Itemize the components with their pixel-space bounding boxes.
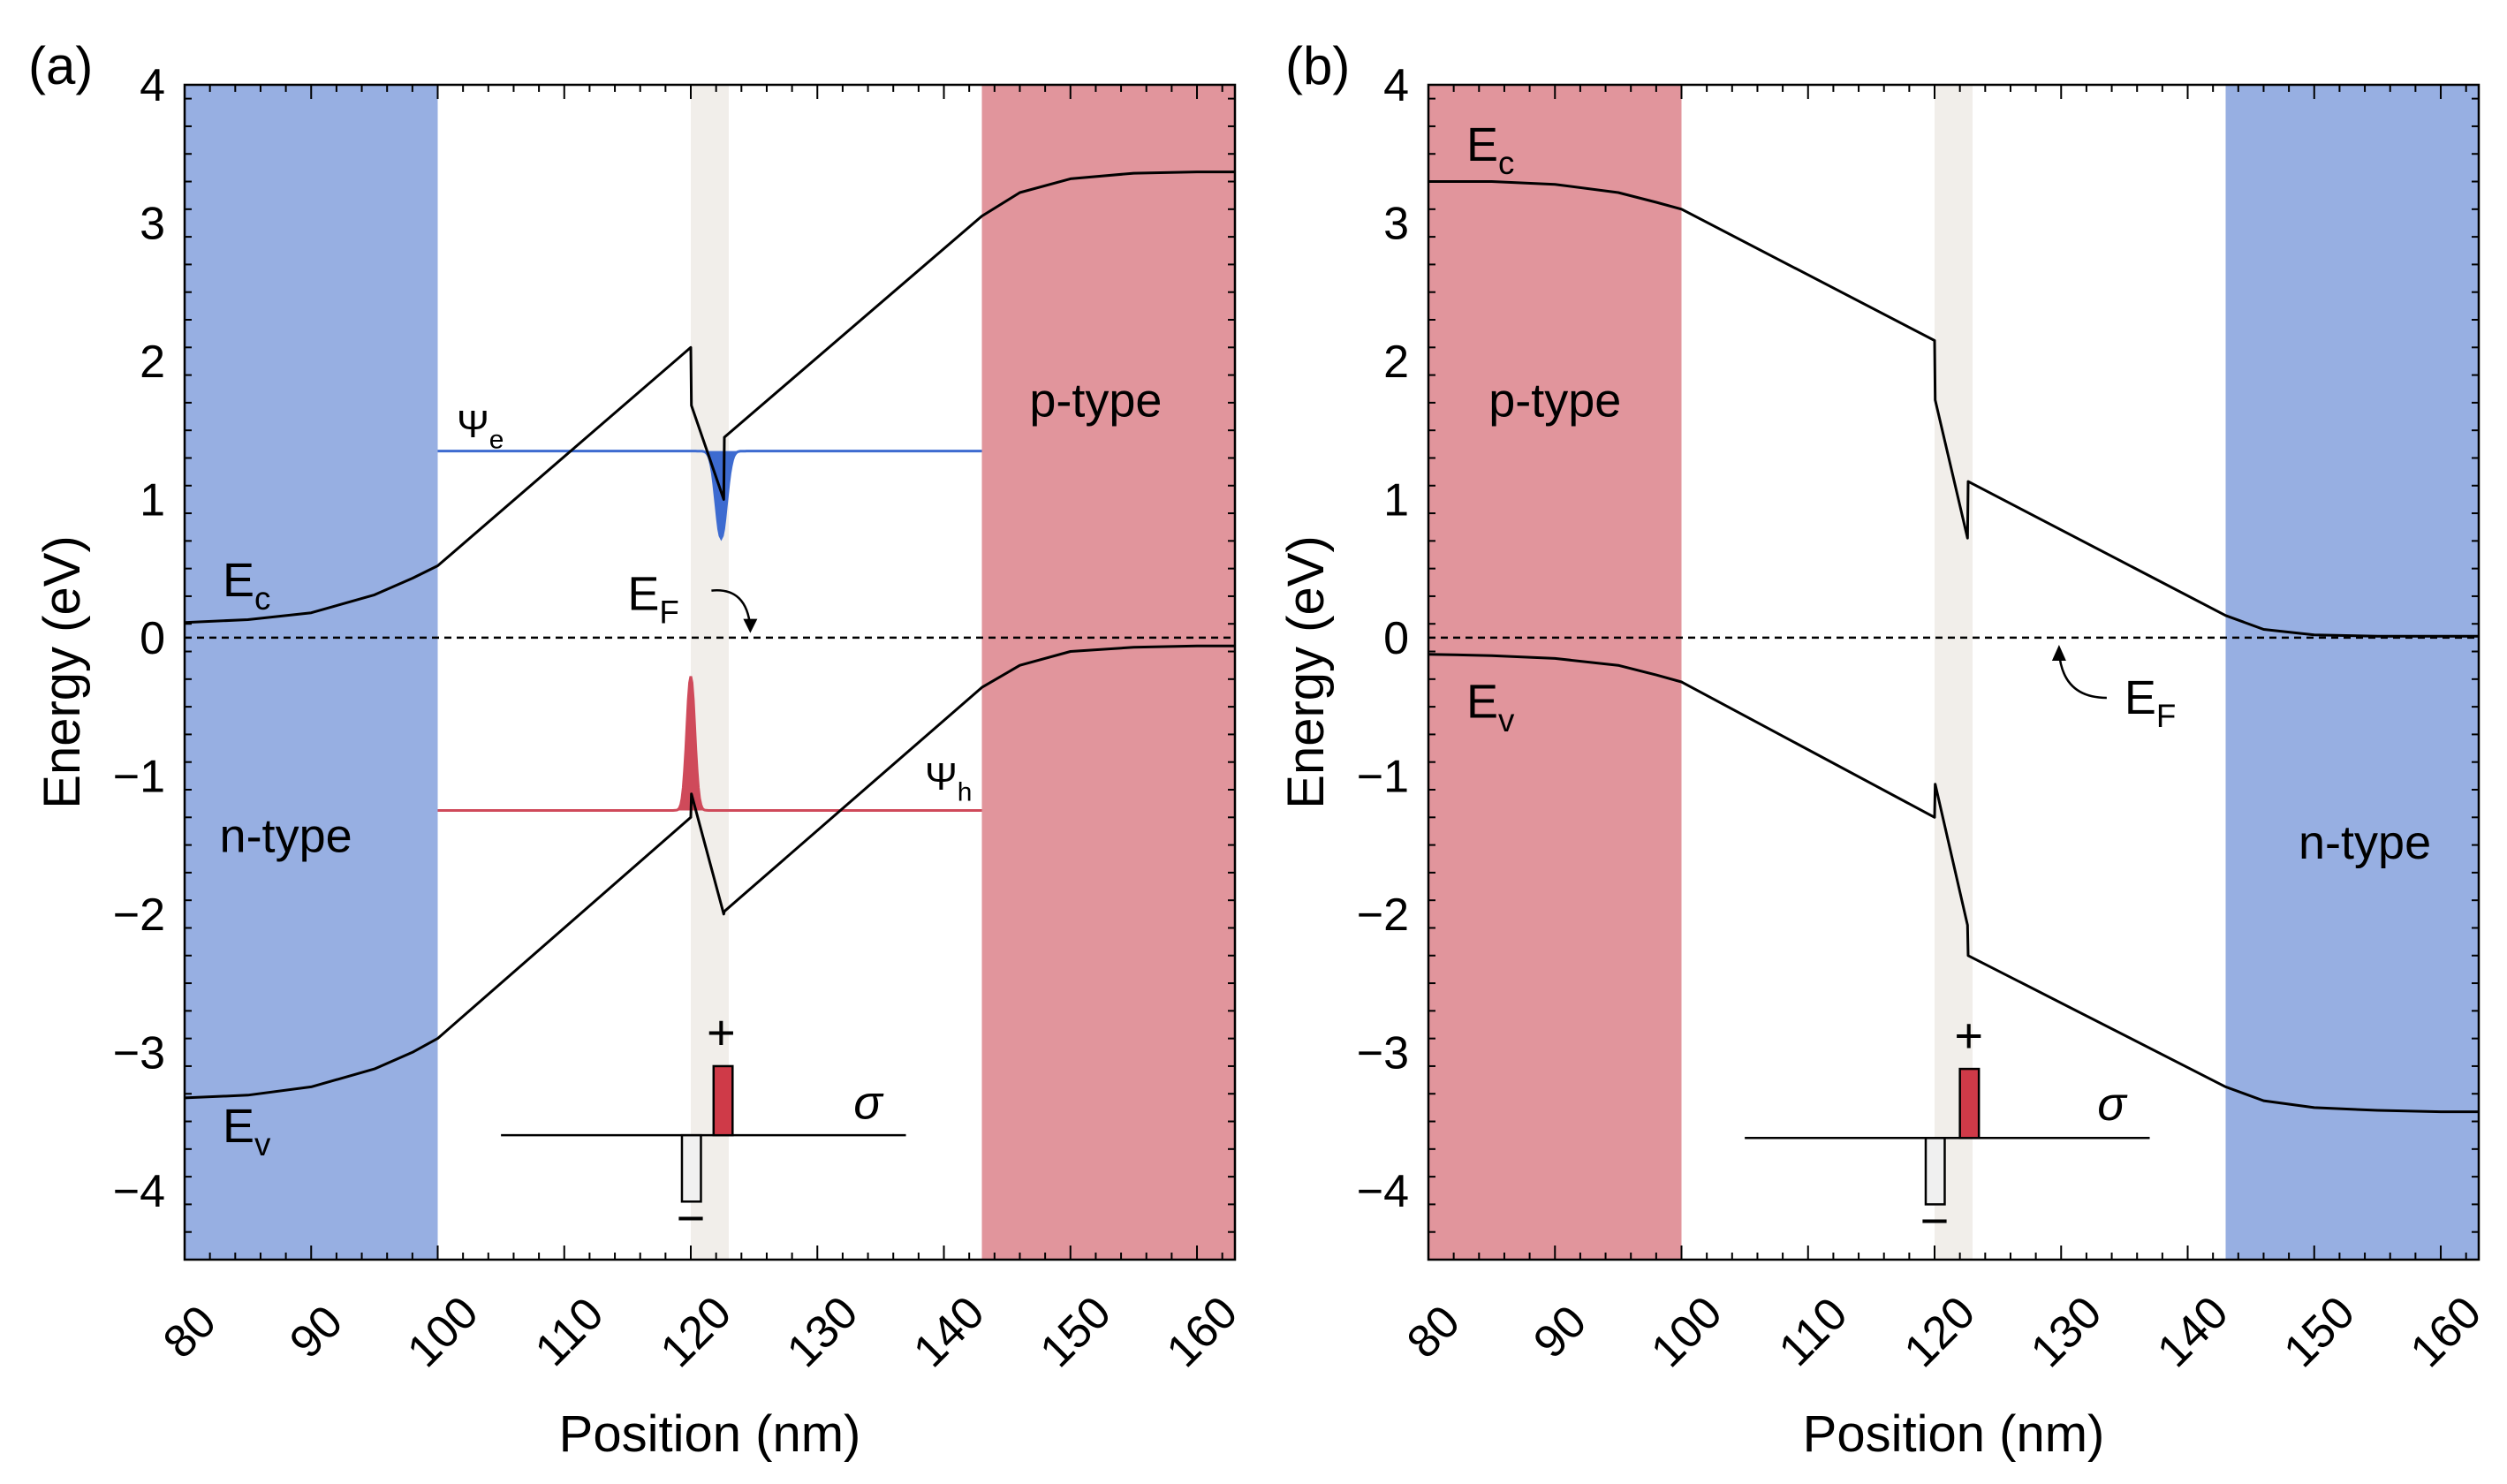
x-tick-label: 120: [1895, 1287, 1985, 1377]
y-tick-label: 3: [140, 198, 165, 249]
y-tick-label: −3: [1357, 1027, 1409, 1079]
x-tick-label: 90: [1524, 1296, 1596, 1368]
label-fermi-level: EF: [2125, 671, 2176, 734]
label-E_v: Ev: [223, 1100, 271, 1162]
negative-charge-bar: [680, 1133, 702, 1203]
label-psi_h: Ψh: [925, 755, 972, 806]
label-fermi-level: EF: [627, 568, 678, 631]
panel-label: (b): [1285, 36, 1350, 95]
region-n-type: [2225, 85, 2479, 1260]
wavefunction-psi_h-line: [437, 676, 982, 812]
region-interlayer: [691, 85, 729, 1260]
region-label-n-type: n-type: [2299, 816, 2431, 869]
x-tick-label: 130: [2021, 1287, 2111, 1377]
label-E_c: Ec: [223, 554, 270, 617]
y-tick-label: 3: [1383, 198, 1409, 249]
charge-inset: σ + −: [501, 1004, 906, 1246]
positive-charge-bar: [1958, 1067, 1981, 1140]
charge-inset: σ + −: [1745, 1007, 2150, 1248]
fermi-arrow-head-icon: [2051, 644, 2066, 661]
positive-charge-bar: [712, 1064, 734, 1137]
y-tick-label: 4: [1383, 60, 1409, 111]
band-E_v: [1428, 653, 2479, 1114]
panel-label: (a): [28, 36, 93, 95]
y-axis-title: Energy (eV): [1277, 535, 1335, 808]
plot-area: σ + − p-type n-type Ec Ev EF: [1428, 85, 2479, 1260]
x-axis-title: Position (nm): [1803, 1405, 2105, 1463]
minus-sign: −: [1920, 1192, 1950, 1248]
x-tick-label: 160: [2401, 1287, 2491, 1377]
label-E_v: Ev: [1466, 676, 1515, 738]
x-axis-title: Position (nm): [559, 1405, 861, 1463]
plot-frame: [183, 83, 1237, 1261]
y-tick-label: −2: [113, 890, 165, 941]
x-tick-label: 100: [1641, 1287, 1731, 1377]
band-E_v: [185, 644, 1235, 1100]
fermi-arrow-head-icon: [743, 618, 758, 633]
plus-sign: +: [707, 1004, 736, 1060]
x-tick-label: 110: [526, 1288, 614, 1376]
plus-sign: +: [1954, 1007, 1983, 1063]
x-tick-label: 130: [777, 1287, 867, 1377]
sigma-label: σ: [2097, 1078, 2128, 1131]
x-tick-label: 120: [651, 1287, 741, 1377]
x-tick-label: 100: [398, 1287, 488, 1377]
region-label-p-type: p-type: [1029, 375, 1162, 428]
y-tick-label: 1: [1383, 474, 1409, 526]
x-tick-label: 80: [154, 1296, 226, 1368]
sigma-label: σ: [853, 1076, 884, 1129]
y-tick-label: −4: [113, 1166, 165, 1217]
band-E_c: [1428, 180, 2479, 638]
fermi-arrow-icon: [2057, 651, 2107, 700]
region-p-type: [981, 85, 1235, 1260]
label-E_c: Ec: [1466, 118, 1514, 181]
y-tick-label: −3: [113, 1027, 165, 1079]
region-interlayer: [1935, 85, 1973, 1260]
y-tick-label: 2: [140, 337, 165, 388]
x-tick-label: 140: [904, 1287, 994, 1377]
y-tick-label: −1: [113, 751, 165, 802]
y-tick-label: 1: [140, 474, 165, 526]
y-tick-label: −1: [1357, 751, 1409, 802]
x-tick-label: 150: [2275, 1287, 2365, 1377]
plot-frame: [1427, 83, 2480, 1261]
y-axis-title: Energy (eV): [34, 535, 91, 808]
x-tick-label: 80: [1397, 1296, 1470, 1368]
y-tick-label: −4: [1357, 1166, 1409, 1217]
region-label-n-type: n-type: [220, 809, 352, 862]
y-tick-label: −2: [1357, 890, 1409, 941]
x-tick-label: 90: [280, 1296, 352, 1368]
panel-a: σ + − n-type p-type Ec Ev Ψe Ψh EF 4 3 2 1 0 −1 −2 −3 −4 80…: [28, 36, 1247, 1463]
x-tick-label: 150: [1031, 1287, 1121, 1377]
x-tick-label: 160: [1157, 1287, 1247, 1377]
panel-b: σ + − p-type n-type Ec Ev EF 4 3 2 1 0 −1 −2 −3 −4 80 90 10…: [1277, 36, 2491, 1463]
minus-sign: −: [677, 1190, 706, 1246]
y-tick-label: 0: [140, 613, 165, 664]
region-label-p-type: p-type: [1488, 375, 1621, 428]
label-psi_e: Ψe: [457, 403, 504, 454]
plot-area: σ + − n-type p-type Ec Ev Ψe Ψh EF: [185, 85, 1235, 1260]
y-tick-label: 0: [1383, 613, 1409, 664]
y-tick-label: 2: [1383, 337, 1409, 388]
y-tick-label: 4: [140, 60, 165, 111]
negative-charge-bar: [1924, 1137, 1946, 1206]
x-tick-label: 110: [1769, 1288, 1858, 1376]
x-tick-label: 140: [2147, 1287, 2238, 1377]
region-n-type: [185, 85, 438, 1260]
region-p-type: [1428, 85, 1682, 1260]
band-E_c: [185, 170, 1235, 625]
